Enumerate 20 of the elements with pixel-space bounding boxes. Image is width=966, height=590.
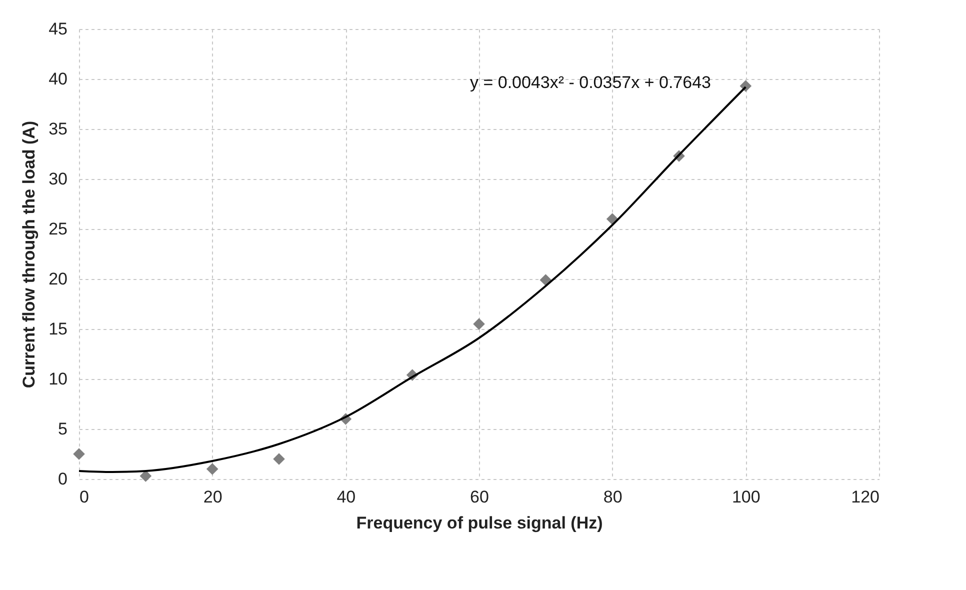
y-tick-label: 35 (48, 120, 68, 138)
x-tick-label: 120 (851, 488, 880, 506)
x-axis-title: Frequency of pulse signal (Hz) (356, 514, 603, 532)
annotation: y = 0.0043x² - 0.0357x + 0.7643 (470, 73, 711, 92)
y-axis-title: Current flow through the load (A) (20, 120, 39, 388)
x-tick-label: 40 (336, 488, 356, 506)
y-tick-label: 45 (48, 20, 68, 38)
y-tick-label: 25 (48, 220, 68, 238)
y-tick-label: 15 (48, 320, 68, 338)
y-tick-label: 20 (48, 270, 68, 288)
y-tick-label: 40 (48, 70, 68, 88)
y-tick-label: 10 (48, 370, 68, 388)
y-tick-label: 30 (48, 170, 68, 188)
x-tick-label: 60 (470, 488, 489, 506)
x-tick-label: 80 (603, 488, 622, 506)
y-tick-label: 5 (58, 420, 68, 438)
x-tick-label: 20 (203, 488, 222, 506)
y-tick-label: 0 (58, 470, 68, 488)
x-tick-label: 100 (732, 488, 760, 506)
x-tick-label: 0 (80, 488, 89, 506)
